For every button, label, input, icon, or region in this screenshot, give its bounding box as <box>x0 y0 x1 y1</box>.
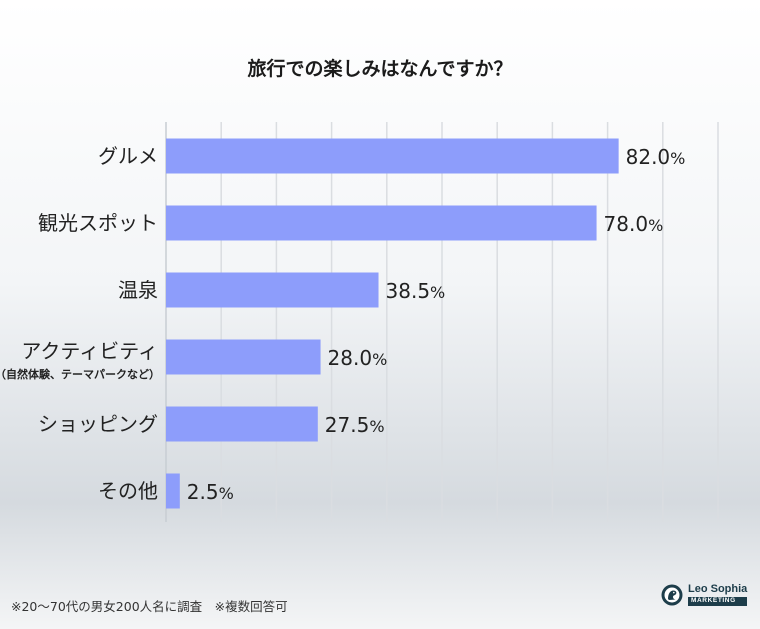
bar <box>166 205 597 241</box>
category-label: アクティビティ <box>21 339 158 363</box>
brand-logo: Leo Sophia MARKETING <box>661 583 748 606</box>
category-label: ショッピング <box>38 412 158 436</box>
value-number: 78.0 <box>604 212 649 236</box>
grid-lines <box>165 122 719 522</box>
chart-title: 旅行での楽しみはなんですか？ <box>247 58 513 80</box>
brand-sub: MARKETING <box>688 597 748 606</box>
bar <box>166 339 321 375</box>
value-label: 82.0% <box>626 145 686 169</box>
category-label: 観光スポット <box>38 211 158 235</box>
bar <box>166 473 180 509</box>
value-label: 2.5% <box>187 480 234 504</box>
category-sublabel: （自然体験、テーマパークなど） <box>0 367 160 381</box>
bar <box>166 272 379 308</box>
value-unit: % <box>670 149 685 168</box>
value-label: 78.0% <box>604 212 664 236</box>
value-label: 27.5% <box>325 413 385 437</box>
value-label: 28.0% <box>328 346 388 370</box>
brand-name: Leo Sophia <box>688 583 748 596</box>
value-label: 38.5% <box>386 279 446 303</box>
category-label: 温泉 <box>118 278 158 302</box>
value-labels: 82.0%78.0%38.5%28.0%27.5%2.5% <box>187 145 686 504</box>
value-unit: % <box>219 484 234 503</box>
value-number: 28.0 <box>328 346 373 370</box>
value-unit: % <box>372 350 387 369</box>
bar <box>166 406 318 442</box>
footnote: ※20〜70代の男女200人名に調査 ※複数回答可 <box>11 599 288 614</box>
category-label: その他 <box>98 479 158 503</box>
value-number: 38.5 <box>386 279 431 303</box>
value-unit: % <box>430 283 445 302</box>
bar <box>166 138 619 174</box>
category-label: グルメ <box>98 144 158 168</box>
lion-head-icon <box>661 584 683 606</box>
value-number: 82.0 <box>626 145 671 169</box>
value-unit: % <box>648 216 663 235</box>
bars <box>166 138 619 509</box>
value-unit: % <box>369 417 384 436</box>
value-number: 27.5 <box>325 413 370 437</box>
value-number: 2.5 <box>187 480 219 504</box>
